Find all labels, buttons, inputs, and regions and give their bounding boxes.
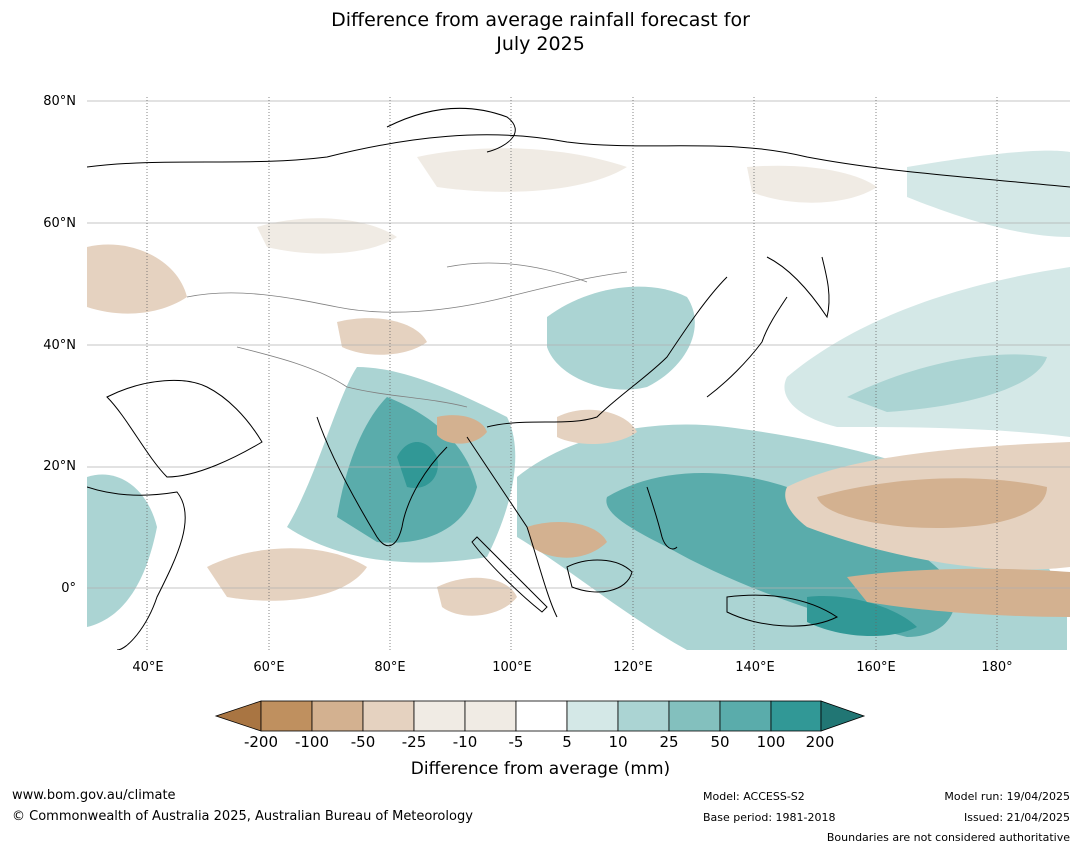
coastline-east-africa xyxy=(87,486,186,650)
dry-region-east-siberia xyxy=(747,165,877,203)
wet-region-northeast-asia xyxy=(547,286,695,390)
dry-region-south-pacific xyxy=(847,568,1070,617)
colorbar-tick: 100 xyxy=(756,733,786,751)
colorbar-tick: -50 xyxy=(350,733,376,751)
dry-region-east-indian-ocean xyxy=(437,577,517,616)
colorbar-segment-100-200 xyxy=(770,700,822,732)
colorbar-tick: 50 xyxy=(710,733,730,751)
colorbar-tick: -200 xyxy=(243,733,279,751)
wet-region-bay-of-bengal-peak xyxy=(397,442,438,488)
colorbar-segment-200-100 xyxy=(260,700,313,732)
lat-label-20n: 20°N xyxy=(43,459,76,474)
issued-text: Issued: 21/04/2025 xyxy=(963,811,1070,824)
lon-label-140e: 140°E xyxy=(735,660,775,675)
dry-region-assam xyxy=(437,415,487,444)
colorbar-title: Difference from average (mm) xyxy=(410,759,671,779)
colorbar-segment-25-10 xyxy=(413,700,466,732)
map-title: Difference from average rainfall forecas… xyxy=(0,8,1081,56)
title-line-1: Difference from average rainfall forecas… xyxy=(331,9,750,31)
lon-label-40e: 40°E xyxy=(132,660,164,675)
wet-region-east-africa xyxy=(87,474,157,627)
lon-label-60e: 60°E xyxy=(253,660,285,675)
coastline-china xyxy=(486,276,728,428)
colorbar-tick: 200 xyxy=(805,733,835,751)
copyright-text: © Commonwealth of Australia 2025, Austra… xyxy=(12,809,473,824)
lon-label-100e: 100°E xyxy=(492,660,532,675)
wet-region-west-pacific-peak xyxy=(807,596,917,637)
coastlines xyxy=(87,107,1070,650)
colorbar-segment-50-25 xyxy=(362,700,415,732)
disclaimer-text: Boundaries are not considered authoritat… xyxy=(826,831,1070,844)
colorbar-tick: -5 xyxy=(508,733,524,751)
coastline-kamchatka xyxy=(766,256,830,319)
colorbar-tick: 10 xyxy=(608,733,628,751)
lon-label-80e: 80°E xyxy=(374,660,406,675)
dry-region-siberia xyxy=(417,148,627,192)
model-run-text: Model run: 19/04/2025 xyxy=(944,790,1070,803)
anomaly-fields xyxy=(87,148,1070,650)
wet-region-far-north-pacific xyxy=(907,150,1070,237)
borders xyxy=(186,262,628,408)
lat-label-60n: 60°N xyxy=(43,216,76,231)
colorbar-segment-lt-200 xyxy=(214,700,262,732)
model-text: Model: ACCESS-S2 xyxy=(703,790,805,803)
colorbar-segment-10-25 xyxy=(617,700,670,732)
dry-region-central-pacific-core xyxy=(817,478,1047,528)
dry-region-west-siberia xyxy=(257,218,397,254)
colorbar-tick: -100 xyxy=(294,733,330,751)
lat-label-0: 0° xyxy=(61,581,76,596)
colorbar-segment-5-10 xyxy=(566,700,619,732)
lon-label-120e: 120°E xyxy=(613,660,653,675)
colorbar-segment-50-100 xyxy=(719,700,772,732)
border-mongolia xyxy=(446,262,588,283)
colorbar-segment-100-50 xyxy=(311,700,364,732)
coastline-new-guinea xyxy=(726,594,838,627)
coastline-sumatra xyxy=(471,536,548,613)
colorbar-segment-25-50 xyxy=(668,700,721,732)
title-line-2: July 2025 xyxy=(496,33,585,55)
coastline-arabia xyxy=(106,380,263,478)
dry-region-himalaya xyxy=(337,318,427,355)
colorbar-segment-gt-200 xyxy=(820,700,866,732)
colorbar-tick: 25 xyxy=(659,733,679,751)
lon-label-160e: 160°E xyxy=(856,660,896,675)
meridians xyxy=(146,97,998,650)
coastline-taymyr xyxy=(386,107,516,153)
colorbar-tick: -25 xyxy=(401,733,427,751)
coastline-japan xyxy=(706,296,788,398)
rainfall-map xyxy=(87,97,1070,650)
dry-region-caspian xyxy=(87,244,187,314)
coastline-southeast-asia xyxy=(466,436,558,618)
coastline-philippines xyxy=(646,486,678,550)
dry-region-southeast-china xyxy=(557,409,637,444)
border-central-asia xyxy=(186,271,628,313)
coastline-borneo xyxy=(566,559,633,593)
map-canvas xyxy=(87,97,1070,650)
lat-label-80n: 80°N xyxy=(43,94,76,109)
colorbar-tick: -10 xyxy=(452,733,478,751)
colorbar-segment-10-5 xyxy=(464,700,517,732)
colorbar xyxy=(214,700,866,732)
base-period-text: Base period: 1981-2018 xyxy=(703,811,836,824)
colorbar-tick: 5 xyxy=(562,733,572,751)
coastline-arctic xyxy=(87,134,1070,188)
border-south-asia xyxy=(236,346,468,408)
lat-label-40n: 40°N xyxy=(43,338,76,353)
graticule xyxy=(87,100,1070,589)
dry-region-south-china-sea xyxy=(527,522,607,558)
lon-label-180: 180° xyxy=(981,660,1013,675)
wet-region-north-pacific-core xyxy=(847,354,1047,412)
colorbar-segment-5-5 xyxy=(515,700,568,732)
website-link[interactable]: www.bom.gov.au/climate xyxy=(12,788,176,803)
coastline-india xyxy=(316,416,448,547)
